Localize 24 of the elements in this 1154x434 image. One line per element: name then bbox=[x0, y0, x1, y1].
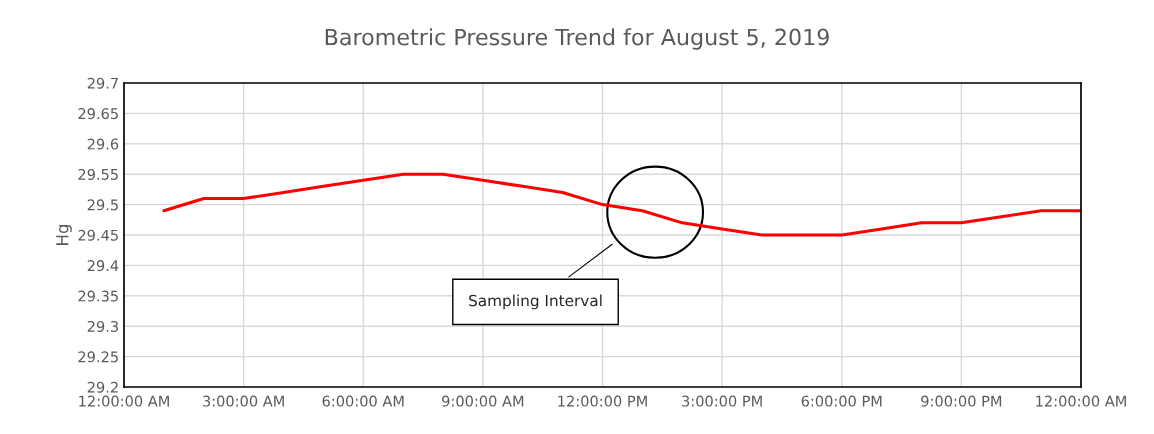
x-tick-label: 6:00:00 PM bbox=[801, 395, 882, 407]
y-tick-label: 29.35 bbox=[78, 290, 118, 302]
x-tick-label: 9:00:00 AM bbox=[442, 395, 524, 407]
y-tick-label: 29.7 bbox=[87, 77, 118, 89]
y-tick-label: 29.3 bbox=[87, 320, 118, 332]
y-tick-label: 29.45 bbox=[78, 229, 118, 241]
x-tick-label: 12:00:00 AM bbox=[1036, 395, 1126, 407]
y-tick-label: 29.5 bbox=[87, 199, 118, 211]
y-tick-label: 29.2 bbox=[87, 381, 118, 393]
y-axis-title: Hg bbox=[56, 224, 72, 245]
chart-title: Barometric Pressure Trend for August 5, 2019 bbox=[325, 28, 829, 50]
x-tick-label: 3:00:00 PM bbox=[682, 395, 762, 407]
y-tick-label: 29.6 bbox=[87, 138, 119, 150]
line-series bbox=[162, 172, 1081, 237]
y-tick-label: 29.4 bbox=[87, 260, 119, 272]
y-tick-label: 29.25 bbox=[78, 351, 118, 363]
x-tick-label: 12:00:00 AM bbox=[79, 395, 169, 407]
y-tick-label: 29.65 bbox=[78, 108, 118, 120]
annotation: Sampling Interval bbox=[469, 294, 602, 310]
x-tick-label: 12:00:00 PM bbox=[558, 395, 647, 407]
x-tick-label: 9:00:00 PM bbox=[921, 395, 1002, 407]
y-tick-label: 29.55 bbox=[78, 168, 118, 180]
x-tick-label: 6:00:00 AM bbox=[322, 395, 404, 407]
x-tick-label: 3:00:00 AM bbox=[203, 395, 284, 407]
